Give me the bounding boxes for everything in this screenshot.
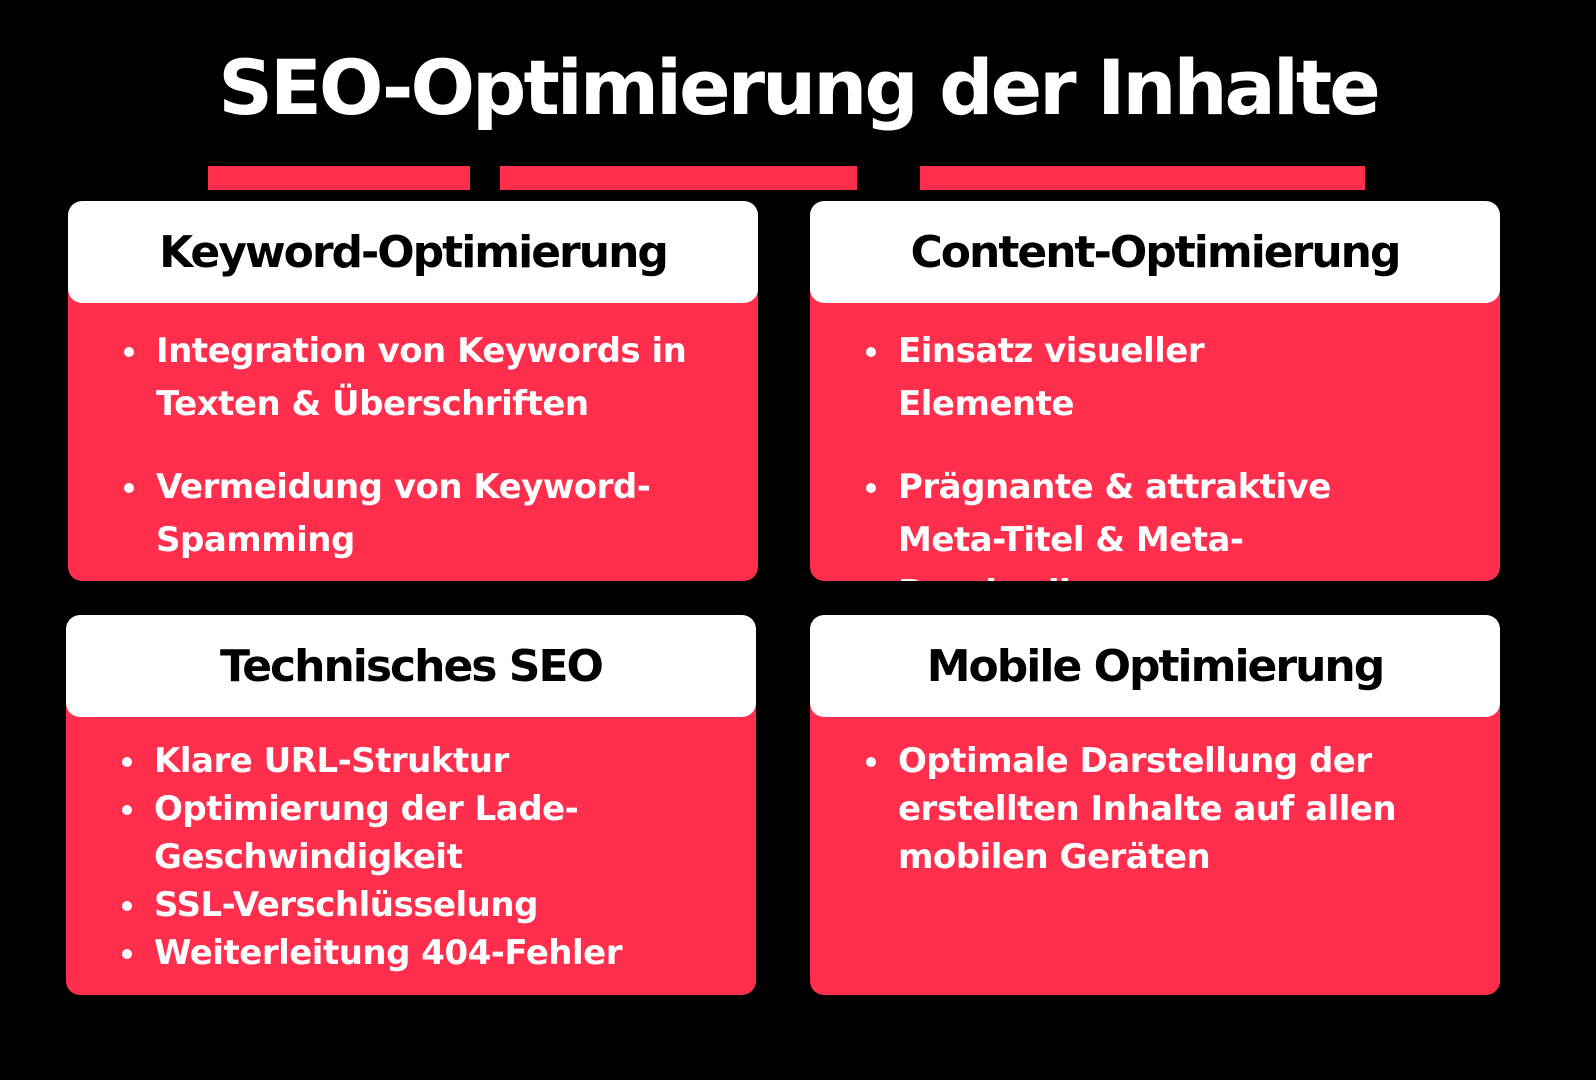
list-item: Prägnante & attraktive Meta-Titel & Meta… xyxy=(866,461,1380,581)
title-underline xyxy=(920,166,1365,190)
card-mobile-optimierung: Mobile Optimierung Optimale Darstellung … xyxy=(810,615,1500,995)
card-heading: Technisches SEO xyxy=(66,615,756,717)
list-item: SSL-Verschlüsselung xyxy=(122,881,646,929)
title-underline xyxy=(500,166,857,190)
title-underline xyxy=(208,166,470,190)
card-heading: Mobile Optimierung xyxy=(810,615,1500,717)
list-item: Vermeidung von Keyword-Spamming xyxy=(124,461,698,567)
list-item: Optimierung der Lade-Geschwindigkeit xyxy=(122,785,646,881)
list-item: Einsatz visueller Elemente xyxy=(866,325,1380,431)
card-heading: Keyword-Optimierung xyxy=(68,201,758,303)
page-title: SEO-Optimierung der Inhalte xyxy=(218,43,1381,132)
card-technisches-seo: Technisches SEO Klare URL-Struktur Optim… xyxy=(66,615,756,995)
list-item: Weiterleitung 404-Fehler xyxy=(122,929,646,977)
list-item: Optimale Darstellung der erstellten Inha… xyxy=(866,737,1430,881)
card-content-optimierung: Content-Optimierung Einsatz visueller El… xyxy=(810,201,1500,581)
title-block: SEO-Optimierung der Inhalte xyxy=(0,38,1596,190)
list-item: Klare URL-Struktur xyxy=(122,737,646,785)
card-heading: Content-Optimierung xyxy=(810,201,1500,303)
list-item: Integration von Keywords in Texten & Übe… xyxy=(124,325,698,431)
card-keyword-optimierung: Keyword-Optimierung Integration von Keyw… xyxy=(68,201,758,581)
